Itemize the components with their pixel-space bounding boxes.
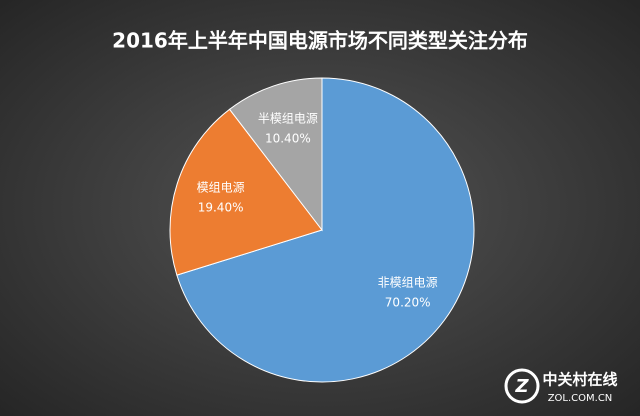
slice-label: 模组电源: [197, 180, 245, 194]
watermark-site: ZOL.COM.CN: [548, 393, 613, 404]
pie-slice: [176, 77, 475, 383]
watermark-logo-letter: Z: [514, 376, 529, 397]
watermark: Z 中关村在线 ZOL.COM.CN: [504, 368, 618, 404]
slice-value-label: 10.40%: [265, 132, 311, 146]
watermark-brand: 中关村在线: [542, 371, 617, 389]
slice-label: 非模组电源: [378, 276, 438, 290]
slice-label: 半模组电源: [258, 112, 318, 126]
slice-value-label: 70.20%: [385, 296, 431, 310]
slice-value-label: 19.40%: [198, 200, 244, 214]
pie: 非模组电源 70.20% 模组电源 19.40% 半模组电源 10.40%: [169, 77, 475, 383]
pie-slice: [169, 108, 323, 276]
pie-slice: [228, 77, 323, 232]
chart-title: 2016年上半年中国电源市场不同类型关注分布: [112, 29, 528, 53]
watermark-logo: [504, 368, 540, 404]
